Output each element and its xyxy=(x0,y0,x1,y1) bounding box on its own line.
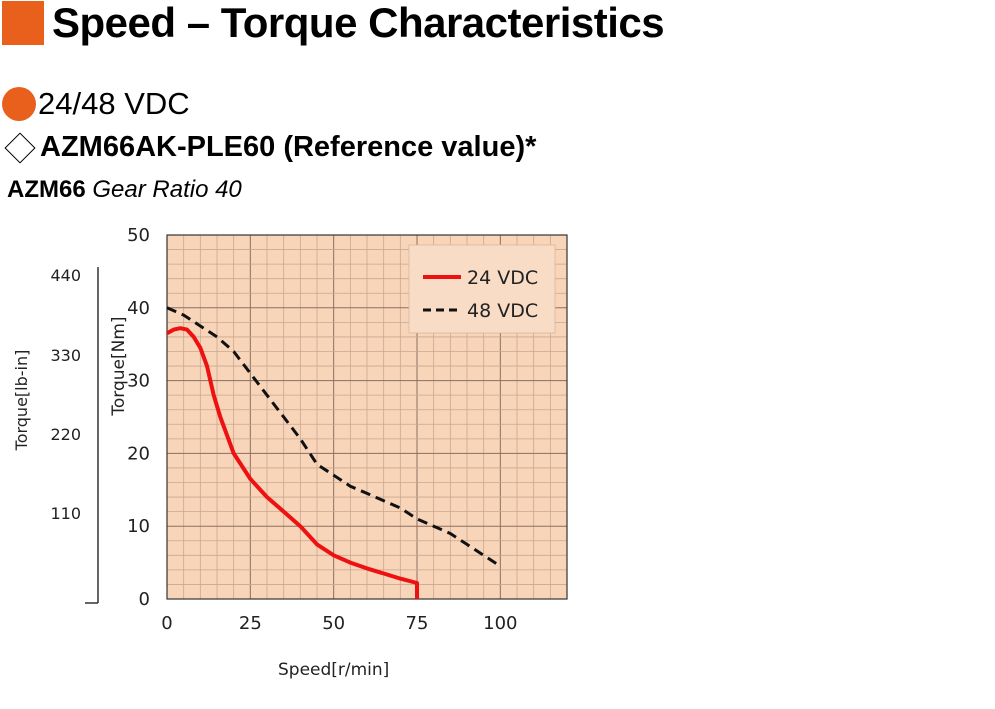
y2-tick-label: 440 xyxy=(50,266,81,285)
y-tick-label: 50 xyxy=(127,225,150,246)
y-axis-label: Torque[Nm] xyxy=(109,316,129,416)
x-tick-label: 75 xyxy=(406,613,429,634)
y-tick-label: 10 xyxy=(127,516,150,537)
diamond-icon xyxy=(4,131,36,164)
gear-row: AZM66 Gear Ratio 40 xyxy=(7,176,242,204)
x-tick-label: 25 xyxy=(239,613,262,634)
x-tick-label: 0 xyxy=(161,613,172,634)
x-axis-label: Speed[r/min] xyxy=(278,660,389,680)
legend-label: 24 VDC xyxy=(467,267,538,289)
y-tick-label: 20 xyxy=(127,443,150,464)
model-label: AZM66AK-PLE60 (Reference value)* xyxy=(40,131,537,163)
legend-label: 48 VDC xyxy=(467,300,538,322)
y-tick-label: 40 xyxy=(127,298,150,319)
bullet-dot-icon xyxy=(2,87,36,121)
y2-tick-label: 220 xyxy=(50,425,81,444)
page-title: Speed – Torque Characteristics xyxy=(52,0,665,46)
speed-torque-chart: 0 25 50 75 100 0 10 20 30 40 50 110 220 330 440 24 VDC… xyxy=(12,225,568,680)
voltage-row: 24/48 VDC xyxy=(2,86,190,122)
title-marker-square xyxy=(2,1,44,45)
legend-box xyxy=(408,244,556,334)
model-row: AZM66AK-PLE60 (Reference value)* xyxy=(2,131,536,164)
gear-ratio: Gear Ratio 40 xyxy=(92,176,242,203)
series-48vdc-line xyxy=(166,306,502,568)
y2-tick-label: 110 xyxy=(50,504,81,523)
y-tick-label: 0 xyxy=(139,589,150,610)
y2-axis-label: Torque[lb-in] xyxy=(12,350,31,452)
title-bar: Speed – Torque Characteristics xyxy=(2,0,665,46)
x-tick-label: 100 xyxy=(483,613,517,634)
x-tick-label: 50 xyxy=(322,613,345,634)
y-tick-label: 30 xyxy=(127,371,150,392)
voltage-label: 24/48 VDC xyxy=(38,86,190,121)
gear-series: AZM66 xyxy=(7,176,86,203)
series-24vdc-line xyxy=(166,326,419,599)
y2-tick-label: 330 xyxy=(50,346,81,365)
plot-frame xyxy=(166,234,568,600)
